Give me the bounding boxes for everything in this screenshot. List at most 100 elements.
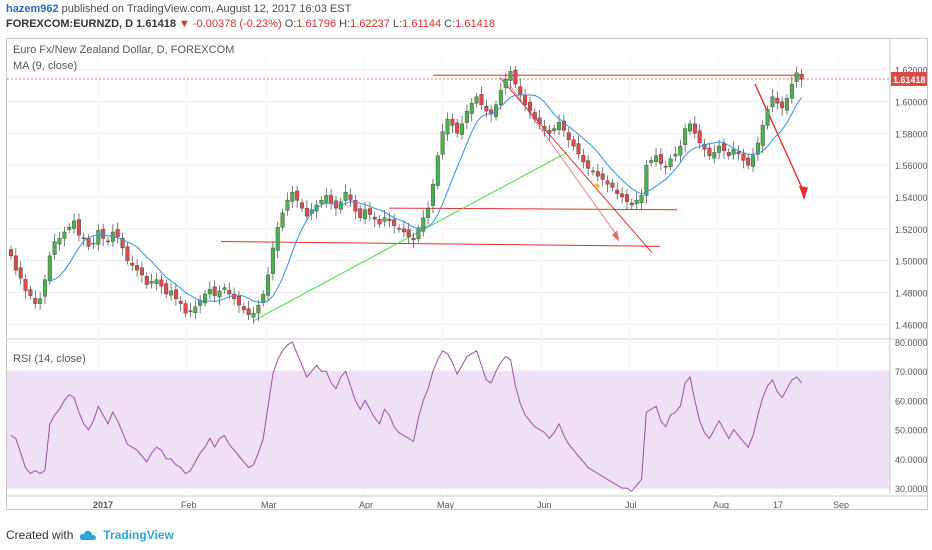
candle-body [406,229,411,237]
candle-body [105,240,110,243]
candle-body [586,160,591,169]
chart-frame[interactable]: 1.62000 1.60000 1.58000 1.56000 1.54000 1.520… [6,38,928,510]
candle-body [81,237,86,239]
candle-body [232,293,237,300]
candle-body [251,312,256,318]
candle-body [450,118,455,126]
candle-body [508,71,513,81]
candle-body [178,301,183,304]
candle-body [125,246,130,261]
candle-body [18,267,23,279]
chart-canvas[interactable]: 1.62000 1.60000 1.58000 1.56000 1.54000 1.520… [7,39,928,510]
candle-body [547,129,552,134]
author-link[interactable]: hazem962 [6,3,59,15]
high-label: H: [339,18,351,30]
candle-body [649,160,654,163]
candle-body [445,118,450,135]
arrowhead-icon [799,185,808,201]
candle-body [683,128,688,146]
candle-body [639,195,644,203]
candle-body [513,69,518,85]
candle-body [731,149,736,155]
price-tick-label: 1.58000 [895,129,927,139]
candle-body [304,207,309,217]
candle-body [275,227,280,251]
price-tick-label: 1.56000 [895,161,927,171]
ma-legend[interactable]: MA (9, close) [13,60,77,72]
candle-body [256,304,261,314]
candle-body [474,96,479,104]
candle-body [135,265,140,271]
candle-body [721,143,726,152]
candle-body [775,97,780,104]
candle-body [222,287,227,290]
forecast-arrow-line [754,83,805,193]
candle-body [372,216,377,220]
created-with-label: Created with [6,528,74,542]
candle-body [634,199,639,204]
time-tick-label: Jun [537,500,552,509]
candle-body [658,154,663,164]
candle-body [523,94,528,105]
candle-series [9,66,804,324]
candle-body [430,184,435,206]
annotations [220,74,808,322]
candle-body [115,229,120,237]
candle-body [702,143,707,150]
time-tick-label: 2017 [93,500,113,509]
candle-body [358,208,363,218]
time-tick-label: May [437,500,455,509]
candle-body [47,255,52,282]
candle-body [188,310,193,312]
time-axis[interactable]: 2017 Feb Mar Apr May Jun Jul Aug 17 Sep [7,495,927,510]
tradingview-brand[interactable]: TradingView [103,528,174,542]
price-tick-label: 1.62000 [895,66,927,76]
candle-body [595,171,600,177]
arrowhead-icon [612,230,619,242]
candle-body [799,73,804,80]
candle-body [591,170,596,173]
candle-body [169,290,174,296]
candle-body [236,296,241,306]
rsi-polyline [10,341,802,492]
price-tick-label: 1.52000 [895,225,927,235]
candle-body [644,164,649,196]
rsi-axis[interactable]: 80.0000 70.0000 60.0000 50.0000 40.0000 30.00… [895,338,928,494]
candle-body [377,219,382,225]
candle-body [484,105,489,112]
price-axis[interactable]: 1.62000 1.60000 1.58000 1.56000 1.54000 1.520… [889,39,928,494]
candle-body [503,79,508,89]
down-arrow-icon: ▼ [179,18,190,30]
candle-body [62,231,67,239]
ma-polyline [49,94,802,304]
candle-body [401,228,406,233]
candle-body [421,217,426,232]
last-price: 1.61418 [136,18,176,30]
time-tick-label: Aug [713,500,729,509]
rsi-band [7,371,890,489]
candle-body [712,152,717,159]
candle-body [726,151,731,156]
rsi-line [10,341,802,492]
candle-body [561,120,566,131]
candle-body [678,145,683,156]
candle-body [76,219,81,236]
marker-dot [594,183,600,189]
time-tick-label: 17 [773,500,783,509]
candle-body [794,72,799,82]
publish-info: published on TradingView.com, August 12,… [61,3,352,15]
rsi-legend[interactable]: RSI (14, close) [13,353,86,365]
rsi-tick-label: 40.0000 [895,455,927,465]
candle-body [770,96,775,108]
candle-body [542,126,547,131]
candle-body [130,262,135,266]
candle-body [479,94,484,105]
candle-body [38,298,43,304]
tradingview-cloud-icon [80,530,97,540]
candle-body [469,102,474,114]
price-tick-label: 1.46000 [895,320,927,330]
candle-body [460,123,465,135]
time-tick-label: Apr [359,500,373,509]
close-value: 1.61418 [455,18,495,30]
candle-body [610,182,615,188]
